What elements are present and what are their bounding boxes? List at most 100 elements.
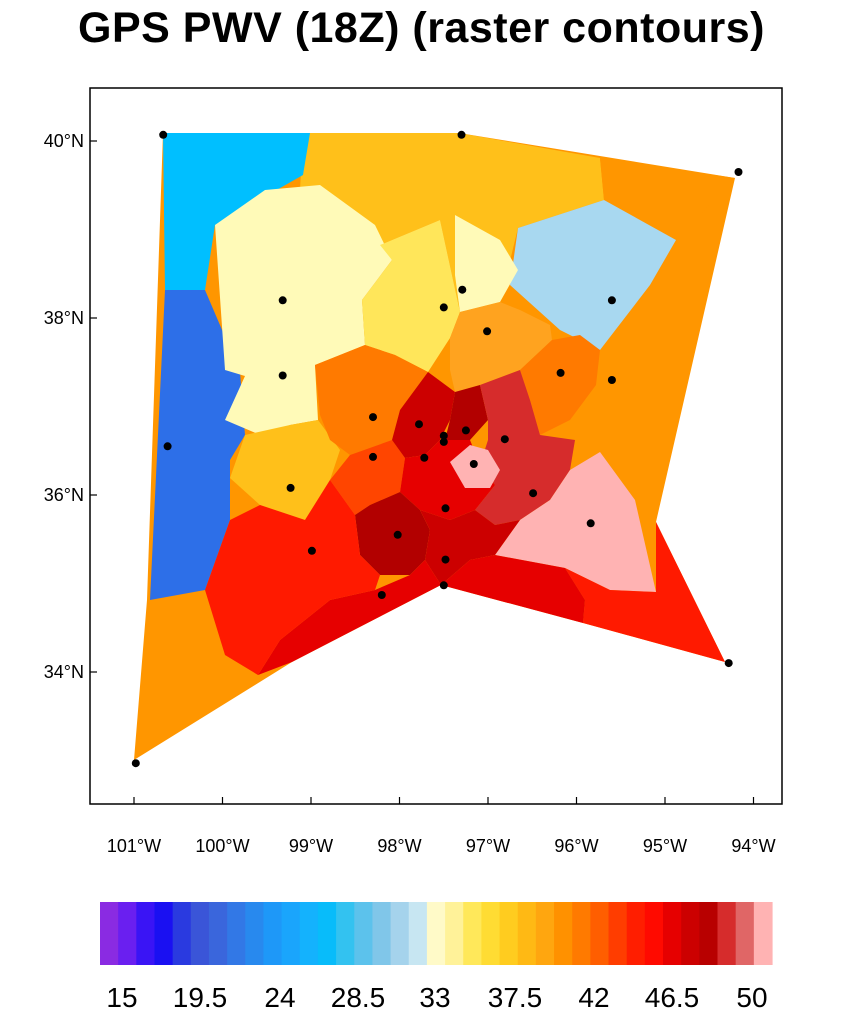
colorbar-swatch <box>535 902 555 965</box>
station-marker <box>458 285 467 294</box>
colorbar-swatch <box>227 902 246 965</box>
lon-tick-label: 94°W <box>731 836 775 856</box>
colorbar-swatch <box>100 902 119 965</box>
colorbar-swatch <box>154 902 174 965</box>
station-marker <box>441 504 450 513</box>
region-yellow-center <box>362 220 460 372</box>
colorbar-swatch <box>245 902 265 965</box>
station-marker <box>469 460 478 468</box>
region-bright-red-band <box>258 555 585 675</box>
region-light-blue <box>510 200 676 350</box>
colorbar-label: 42 <box>578 982 609 1013</box>
colorbar-swatch <box>390 902 410 965</box>
colorbar-swatch <box>299 902 319 965</box>
station-marker <box>439 431 448 440</box>
colorbar-label: 24 <box>264 982 295 1013</box>
lon-tick-label: 100°W <box>195 836 249 856</box>
region-pale-yellow-center <box>455 215 518 312</box>
station-marker <box>607 296 616 305</box>
colorbar-swatch <box>445 902 464 965</box>
colorbar-swatch <box>681 902 700 965</box>
station-marker <box>607 376 616 384</box>
colorbar-swatch <box>281 902 301 965</box>
lon-tick-label: 101°W <box>107 836 161 856</box>
colorbar-label: 33 <box>419 982 450 1013</box>
region-dark-orange-cw <box>315 345 428 455</box>
region-orange-center <box>450 302 552 392</box>
station-marker <box>439 581 448 590</box>
colorbar-swatch <box>481 902 501 965</box>
colorbar-swatch <box>572 902 591 965</box>
colorbar: 15 19.5 24 28.5 33 37.5 42 46.5 50 <box>100 902 773 1013</box>
colorbar-swatch <box>263 902 283 965</box>
colorbar-swatch <box>408 902 428 965</box>
lon-tick-label: 99°W <box>289 836 333 856</box>
longitude-axis: 101°W 100°W 99°W 98°W 97°W 96°W 95°W 94°W <box>107 797 776 856</box>
colorbar-swatch <box>118 902 137 965</box>
colorbar-swatch <box>626 902 646 965</box>
station-marker <box>439 437 448 446</box>
colorbar-label: 19.5 <box>173 982 228 1013</box>
station-marker <box>369 413 377 422</box>
lon-tick-label: 98°W <box>377 836 421 856</box>
colorbar-swatch <box>699 902 719 965</box>
colorbar-swatch <box>717 902 737 965</box>
station-marker <box>724 659 733 668</box>
lon-tick-label: 95°W <box>643 836 687 856</box>
colorbar-swatch <box>372 902 392 965</box>
station-marker <box>369 452 377 461</box>
colorbar-swatch <box>317 902 337 965</box>
station-marker <box>556 368 565 377</box>
latitude-axis: 40°N 38°N 36°N 34°N <box>44 131 97 682</box>
colorbar-swatch <box>208 902 228 965</box>
station-marker <box>415 420 423 429</box>
colorbar-swatch <box>499 902 519 965</box>
region-dark-red-central <box>392 372 455 458</box>
station-markers <box>131 130 743 768</box>
region-deep-red-core <box>445 385 488 440</box>
region-dark-red-south <box>420 510 520 585</box>
station-marker <box>500 435 509 444</box>
colorbar-swatch <box>644 902 664 965</box>
station-marker <box>483 327 492 336</box>
colorbar-swatch <box>136 902 156 965</box>
lat-tick-label: 34°N <box>44 662 84 682</box>
station-marker <box>131 759 140 768</box>
colorbar-swatch <box>463 902 482 965</box>
station-marker <box>377 591 386 599</box>
colorbar-swatch <box>590 902 610 965</box>
station-marker <box>286 483 295 492</box>
station-marker <box>278 296 287 305</box>
station-marker <box>529 489 538 498</box>
lat-tick-label: 38°N <box>44 308 84 328</box>
station-marker <box>420 453 429 462</box>
station-marker <box>163 442 172 451</box>
region-brick-east <box>475 370 575 525</box>
colorbar-label: 15 <box>106 982 137 1013</box>
colorbar-swatch <box>172 902 192 965</box>
colorbar-swatch <box>190 902 210 965</box>
lon-tick-label: 96°W <box>554 836 598 856</box>
station-marker <box>457 130 466 139</box>
map-title: GPS PWV (18Z) (raster contours) <box>78 4 765 52</box>
region-ne-orange <box>600 158 735 240</box>
region-north-gold <box>300 133 604 312</box>
station-marker <box>159 130 168 139</box>
region-pale-yellow-west <box>215 185 392 437</box>
region-red-orange <box>330 440 405 515</box>
station-marker <box>734 168 743 176</box>
region-dark-orange-east <box>520 335 600 435</box>
colorbar-swatch <box>426 902 446 965</box>
region-red-sw <box>205 480 380 675</box>
lat-tick-label: 36°N <box>44 485 84 505</box>
station-marker <box>461 426 470 435</box>
region-pink-se <box>495 452 656 592</box>
station-marker <box>307 546 316 555</box>
colorbar-swatch <box>517 902 537 965</box>
station-marker <box>278 371 287 380</box>
station-marker <box>439 303 448 312</box>
colorbar-swatch <box>663 902 682 965</box>
colorbar-swatch <box>753 902 773 965</box>
colorbar-swatch <box>608 902 628 965</box>
colorbar-swatch <box>336 902 355 965</box>
